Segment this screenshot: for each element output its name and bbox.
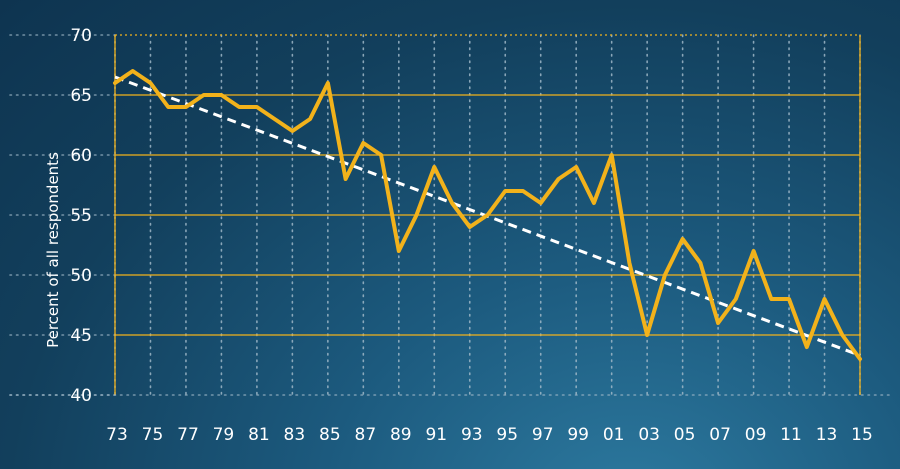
data-point: [397, 249, 401, 253]
data-point: [822, 297, 827, 301]
y-tick-label: 55: [70, 206, 92, 226]
data-point: [610, 153, 614, 157]
x-tick-label: 09: [745, 425, 767, 445]
x-tick-label: 01: [603, 425, 625, 445]
data-point: [663, 273, 667, 277]
data-point: [148, 81, 153, 85]
series-group: [113, 69, 862, 361]
data-point: [379, 153, 383, 157]
x-tick-label: 89: [390, 425, 412, 445]
x-tick-label: 99: [567, 425, 589, 445]
plot-frame: [9, 34, 891, 396]
data-point: [166, 105, 170, 109]
data-point: [645, 333, 649, 337]
y-tick-labels: 40 45 50 55 60 65 70: [70, 26, 92, 406]
data-point: [450, 201, 454, 205]
data-point: [131, 69, 135, 73]
x-tick-label: 75: [142, 425, 164, 445]
data-point: [237, 105, 241, 109]
data-point: [556, 177, 561, 181]
data-point: [219, 93, 224, 97]
x-tick-label: 13: [816, 425, 838, 445]
data-point: [343, 177, 348, 181]
data-point: [468, 225, 472, 229]
data-point: [858, 357, 862, 361]
data-point: [255, 105, 259, 109]
data-point: [592, 201, 596, 205]
data-point: [414, 213, 419, 217]
data-point: [574, 165, 578, 169]
data-point: [769, 297, 773, 301]
x-tick-label: 15: [851, 425, 873, 445]
x-tick-label: 93: [461, 425, 483, 445]
data-point: [503, 189, 507, 193]
data-point: [698, 261, 702, 265]
y-tick-label: 60: [70, 146, 92, 166]
data-point: [751, 249, 756, 253]
x-tick-labels: 73 75 77 79 81 83 85 87 89 91 93 95 97 99 01 03 05 07 09 11…: [106, 425, 873, 445]
x-tick-label: 87: [355, 425, 377, 445]
x-tick-label: 73: [106, 425, 128, 445]
x-tick-label: 05: [674, 425, 696, 445]
x-tick-label: 85: [319, 425, 341, 445]
data-point: [273, 117, 277, 121]
y-tick-label: 70: [70, 26, 92, 46]
x-tick-label: 11: [780, 425, 802, 445]
y-tick-label: 45: [70, 326, 92, 346]
data-point: [361, 141, 365, 145]
data-point: [432, 165, 436, 169]
data-point: [308, 117, 312, 121]
data-point: [787, 297, 791, 301]
x-tick-label: 07: [709, 425, 731, 445]
data-point: [734, 297, 738, 301]
data-point: [326, 81, 330, 85]
data-point: [113, 81, 117, 85]
x-tick-label: 77: [177, 425, 199, 445]
data-point: [202, 93, 206, 97]
y-tick-label: 40: [70, 386, 92, 406]
x-tick-label: 83: [284, 425, 306, 445]
data-point: [681, 237, 685, 241]
data-point: [521, 189, 525, 193]
x-tick-label: 91: [425, 425, 447, 445]
y-tick-label: 65: [70, 86, 92, 106]
y-tick-label: 50: [70, 266, 92, 286]
data-point: [485, 213, 490, 217]
x-tick-label: 97: [532, 425, 554, 445]
data-point: [840, 333, 844, 337]
data-point: [290, 129, 294, 133]
data-point: [539, 201, 543, 205]
data-point: [627, 261, 632, 265]
data-point: [716, 321, 720, 325]
data-point: [805, 345, 809, 349]
x-tick-label: 81: [248, 425, 270, 445]
x-tick-label: 03: [638, 425, 660, 445]
data-point: [184, 105, 188, 109]
x-tick-label: 79: [213, 425, 235, 445]
y-axis-label: Percent of all respondents: [44, 152, 62, 348]
x-tick-label: 95: [496, 425, 518, 445]
